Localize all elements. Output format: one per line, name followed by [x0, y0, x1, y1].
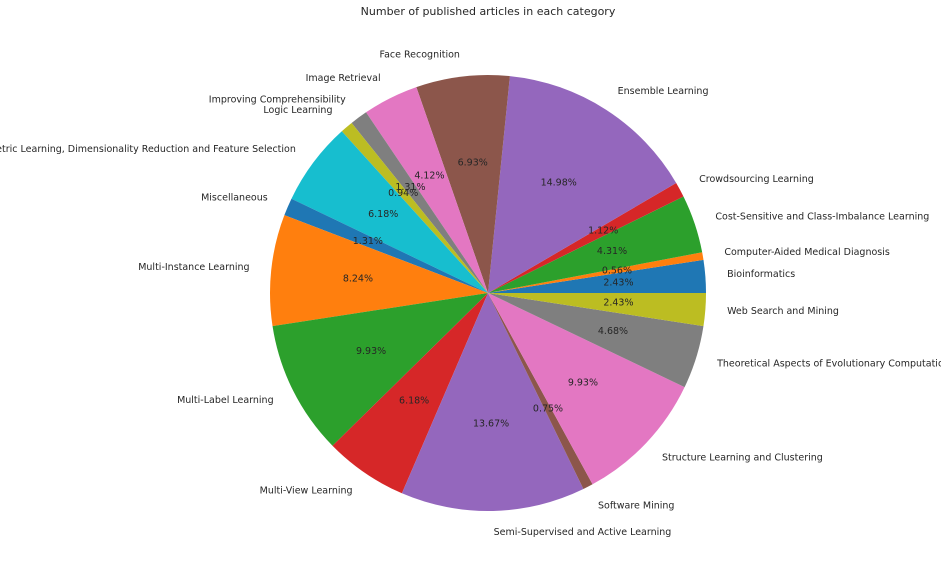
percent-label: 6.18% [368, 209, 398, 220]
pie-slice [488, 293, 593, 490]
percent-label: 9.93% [568, 377, 598, 388]
percent-label: 1.31% [395, 182, 425, 193]
percent-label: 2.43% [603, 278, 633, 289]
pie-slice [366, 87, 488, 294]
percent-label: 1.31% [353, 236, 383, 247]
percent-label: 4.31% [597, 246, 627, 257]
slice-label: Bioinformatics [727, 269, 795, 280]
slice-label: Cost-Sensitive and Class-Imbalance Learn… [715, 211, 929, 222]
slice-label: Multi-View Learning [260, 485, 353, 496]
pie-slice [272, 293, 488, 446]
slice-label: Image Retrieval [306, 73, 381, 84]
percent-label: 4.68% [598, 326, 628, 337]
pie-slice [351, 112, 488, 293]
pie-slice [341, 122, 488, 293]
percent-label: 9.93% [356, 346, 386, 357]
slice-label: Computer-Aided Medical Diagnosis [724, 247, 890, 258]
percent-label: 0.56% [602, 265, 632, 276]
slice-label: Miscellaneous [201, 193, 268, 204]
slice-label: Structure Learning and Clustering [662, 452, 823, 463]
percent-label: 6.18% [399, 395, 429, 406]
pie-slice [488, 259, 706, 293]
pie-slice [488, 182, 684, 293]
pie-slice [332, 293, 488, 494]
slice-label: Multi-Label Learning [177, 395, 274, 406]
pie-slice [488, 293, 706, 327]
pie-slice [416, 75, 510, 293]
slice-label: Crowdsourcing Learning [699, 174, 814, 185]
percent-label: 0.94% [388, 188, 418, 199]
percent-label: 1.12% [588, 225, 618, 236]
slice-label: Web Search and Mining [727, 306, 839, 317]
pie-slice [488, 196, 703, 293]
slice-label: Ensemble Learning [618, 86, 709, 97]
percent-label: 6.93% [458, 158, 488, 169]
percent-label: 4.12% [414, 171, 444, 182]
slice-label: Multi-Instance Learning [138, 262, 249, 273]
slice-label: Logic Learning [263, 105, 332, 116]
pie-slice [488, 76, 677, 293]
percent-label: 0.75% [533, 404, 563, 415]
pie-slice [291, 131, 488, 293]
pie-slice [284, 198, 488, 293]
percent-label: 2.43% [603, 297, 633, 308]
slice-label: Semi-Supervised and Active Learning [494, 527, 672, 538]
pie-slice [401, 293, 584, 512]
chart-title: Number of published articles in each cat… [361, 5, 616, 18]
percent-label: 8.24% [343, 274, 373, 285]
slice-label: Theoretical Aspects of Evolutionary Comp… [716, 358, 941, 369]
percent-label: 14.98% [541, 177, 577, 188]
slice-label: Software Mining [598, 501, 674, 512]
pie-slice [488, 252, 704, 293]
pie-slice [488, 293, 704, 388]
pie-slice [270, 215, 488, 327]
slice-label: Face Recognition [380, 49, 460, 60]
slice-label: Metric Learning, Dimensionality Reductio… [0, 144, 296, 155]
slice-label: Improving Comprehensibility [209, 94, 346, 105]
percent-label: 13.67% [473, 418, 509, 429]
pie-slice [488, 293, 685, 485]
